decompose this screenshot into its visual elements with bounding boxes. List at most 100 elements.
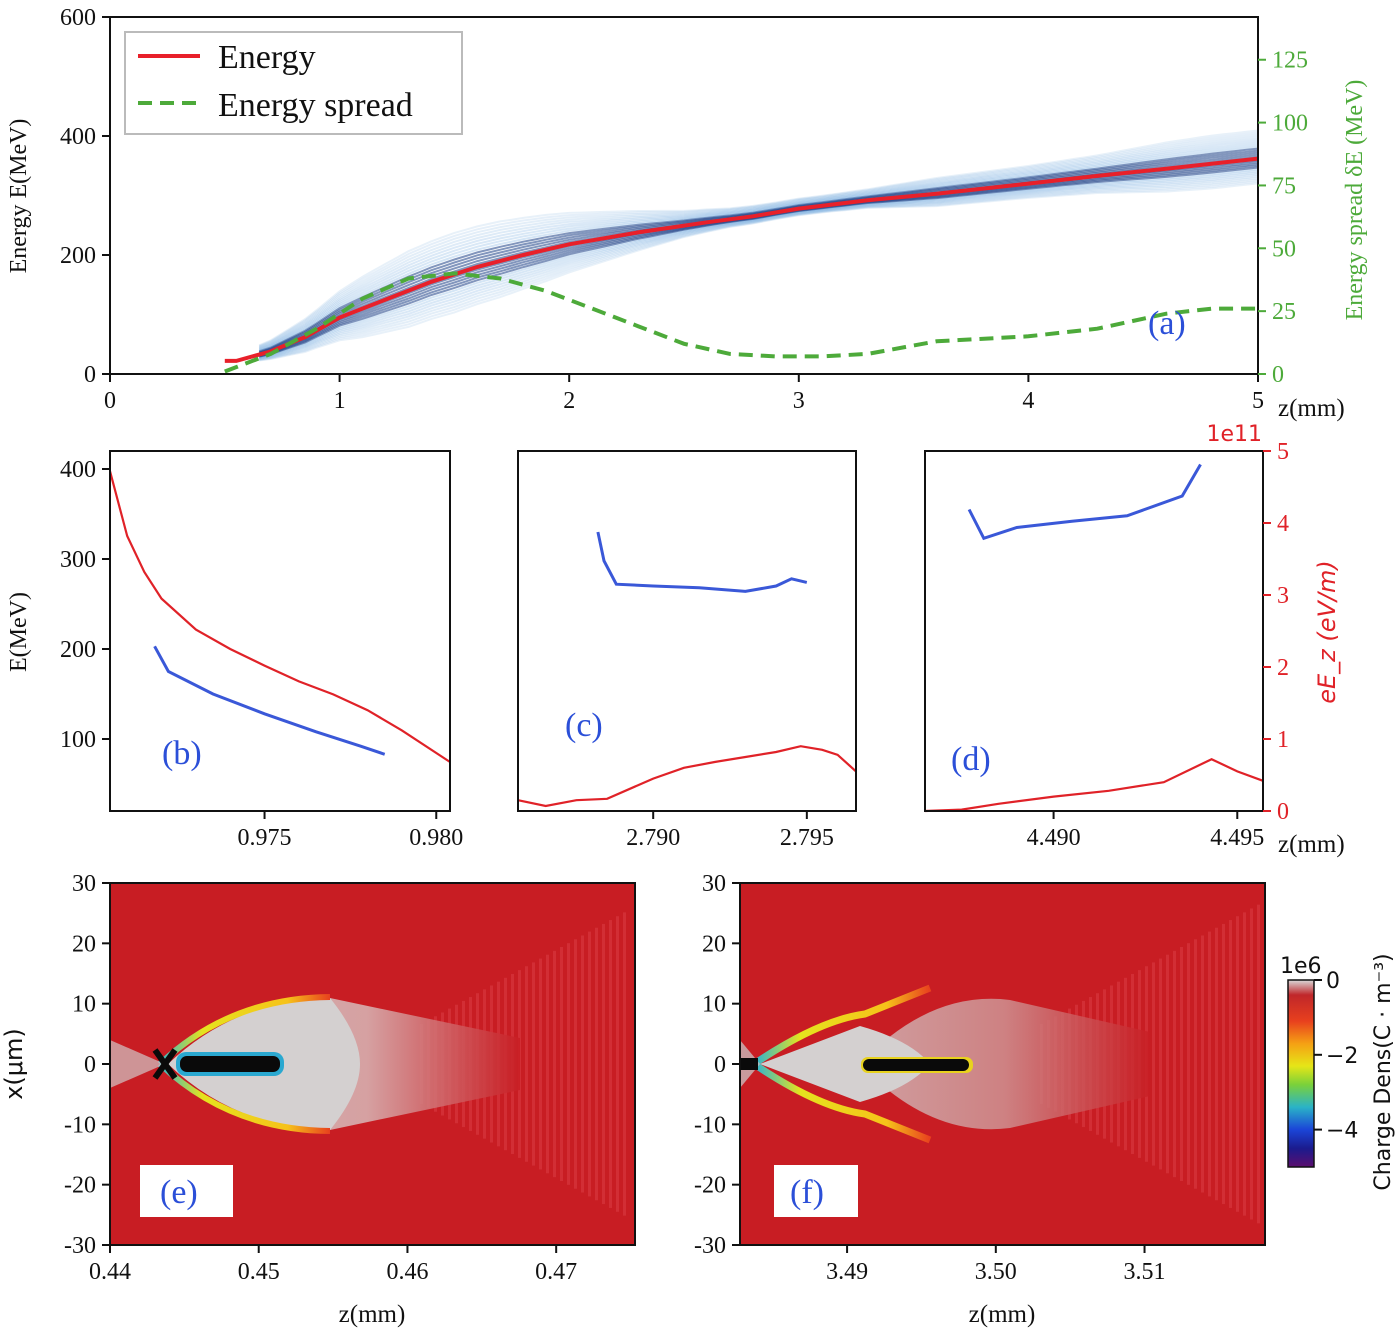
- y-tick-label: 400: [60, 124, 96, 150]
- distribution-curve: [259, 171, 1259, 359]
- fringe: [1194, 939, 1197, 1189]
- axes-frame: [517, 450, 857, 812]
- x-tick-label: 4.490: [1027, 825, 1081, 851]
- y-tick-label: 4: [1277, 511, 1289, 537]
- fringe: [1187, 943, 1190, 1185]
- x-tick-label: 2: [563, 388, 575, 414]
- fringe: [546, 954, 549, 1174]
- right-y-ticks: 0 25 50 75 100 125: [1258, 48, 1308, 388]
- x-tick-label: 3.51: [1124, 1259, 1166, 1285]
- y-tick-label: 0: [84, 362, 96, 388]
- y-tick-label: 125: [1272, 48, 1308, 74]
- distribution-curve: [258, 139, 1259, 350]
- y-tick-label: 0: [84, 1052, 96, 1078]
- energy-trace: [153, 645, 386, 756]
- y-tick-label: 10: [72, 992, 96, 1018]
- panel-label: (f): [790, 1174, 824, 1211]
- y-tick-label: 600: [60, 5, 96, 31]
- fringe: [581, 935, 584, 1193]
- x-tick-label: 5: [1252, 388, 1264, 414]
- y-tick-label: 100: [1272, 111, 1308, 137]
- panel-a: 0 1 2 3 4 5 0 200 400 600 0 25 50 75 100 125 Energy E…: [6, 5, 1368, 422]
- panel-label-box: [774, 1165, 858, 1217]
- fringe: [1152, 962, 1155, 1166]
- y-tick-label: 200: [60, 243, 96, 269]
- x-tick-label: 3: [793, 388, 805, 414]
- fringe: [1180, 947, 1183, 1181]
- fringe: [567, 943, 570, 1185]
- sheath-lower-arm: [755, 1063, 932, 1144]
- fringe: [595, 927, 598, 1201]
- y-tick-label: 0: [1277, 799, 1289, 825]
- fringe: [1250, 908, 1253, 1220]
- axes-frame: [924, 450, 1264, 812]
- fringe: [1229, 920, 1232, 1208]
- y-tick-label: 20: [702, 931, 726, 957]
- legend-energy-label: Energy: [218, 39, 316, 76]
- injection-point: [152, 1048, 178, 1080]
- fringe: [1208, 931, 1211, 1197]
- distribution-curve: [258, 131, 1259, 347]
- y-ticks: 100 200 300 400: [60, 457, 110, 753]
- ion-column: [110, 1040, 165, 1088]
- x-axis-label: z(mm): [969, 1301, 1036, 1328]
- fringe: [553, 950, 556, 1178]
- x-ticks: 0.975 0.980: [238, 811, 463, 851]
- fringe: [539, 958, 542, 1170]
- distribution-curve: [258, 135, 1259, 349]
- y-tick-label: 200: [60, 637, 96, 663]
- distribution-curve: [258, 133, 1259, 348]
- axes-frame: [109, 16, 1259, 375]
- fringe: [532, 962, 535, 1166]
- y-tick-label: 300: [60, 547, 96, 573]
- fringe: [1257, 904, 1260, 1224]
- y-ticks: -30 -20 -10 0 10 20 30: [694, 871, 740, 1259]
- right-y-scale: 1e11: [1206, 422, 1262, 447]
- field-line: [924, 757, 1264, 813]
- y-tick-label: 3: [1277, 583, 1289, 609]
- y-axis-label: E(MeV): [6, 592, 32, 672]
- x-tick-label: 4.495: [1210, 825, 1264, 851]
- distribution-curve: [258, 147, 1259, 353]
- y-tick-label: -30: [694, 1233, 726, 1259]
- energy-distribution-band: [258, 129, 1259, 362]
- x-tick-label: 0: [104, 388, 116, 414]
- fringe: [574, 939, 577, 1189]
- x-tick-label: 3.49: [826, 1259, 868, 1285]
- y-tick-label: 10: [702, 992, 726, 1018]
- y-tick-label: 0: [714, 1052, 726, 1078]
- distribution-curve: [259, 175, 1259, 360]
- x-tick-label: 0.980: [409, 825, 463, 851]
- y-tick-label: 0: [1272, 362, 1284, 388]
- x-tick-label: 0.45: [238, 1259, 280, 1285]
- panel-label: (e): [160, 1174, 198, 1211]
- panel-label: (d): [951, 741, 991, 778]
- legend-spread-label: Energy spread: [218, 87, 413, 124]
- trailing-beam: [740, 1058, 758, 1070]
- energy-trace: [596, 531, 808, 593]
- colorbar-ticks: 0 −2 −4: [1314, 969, 1358, 1144]
- x-ticks: 0.44 0.45 0.46 0.47: [89, 1245, 577, 1285]
- y-tick-label: -10: [694, 1112, 726, 1138]
- distribution-curve: [258, 143, 1259, 351]
- colorbar-tick-label: −4: [1326, 1119, 1358, 1144]
- distribution-curve: [259, 177, 1259, 361]
- x-tick-label: 3.50: [975, 1259, 1017, 1285]
- fringe: [1201, 935, 1204, 1193]
- x-tick-label: 0.975: [238, 825, 292, 851]
- x-tick-label: 0.44: [89, 1259, 131, 1285]
- panel-label-box: [140, 1165, 233, 1217]
- panel-b: 0.975 0.980 100 200 300 400 E(MeV) (b): [6, 450, 463, 851]
- y-tick-label: 400: [60, 457, 96, 483]
- wake-region: [860, 998, 1150, 1130]
- y-tick-label: 5: [1277, 439, 1289, 465]
- y-tick-label: 30: [702, 871, 726, 897]
- y-tick-label: 2: [1277, 655, 1289, 681]
- fringe: [609, 920, 612, 1208]
- fringe: [1215, 927, 1218, 1201]
- electron-beam: [863, 1059, 969, 1071]
- fringe: [602, 923, 605, 1205]
- y-ticks: 0 200 400 600: [60, 5, 110, 388]
